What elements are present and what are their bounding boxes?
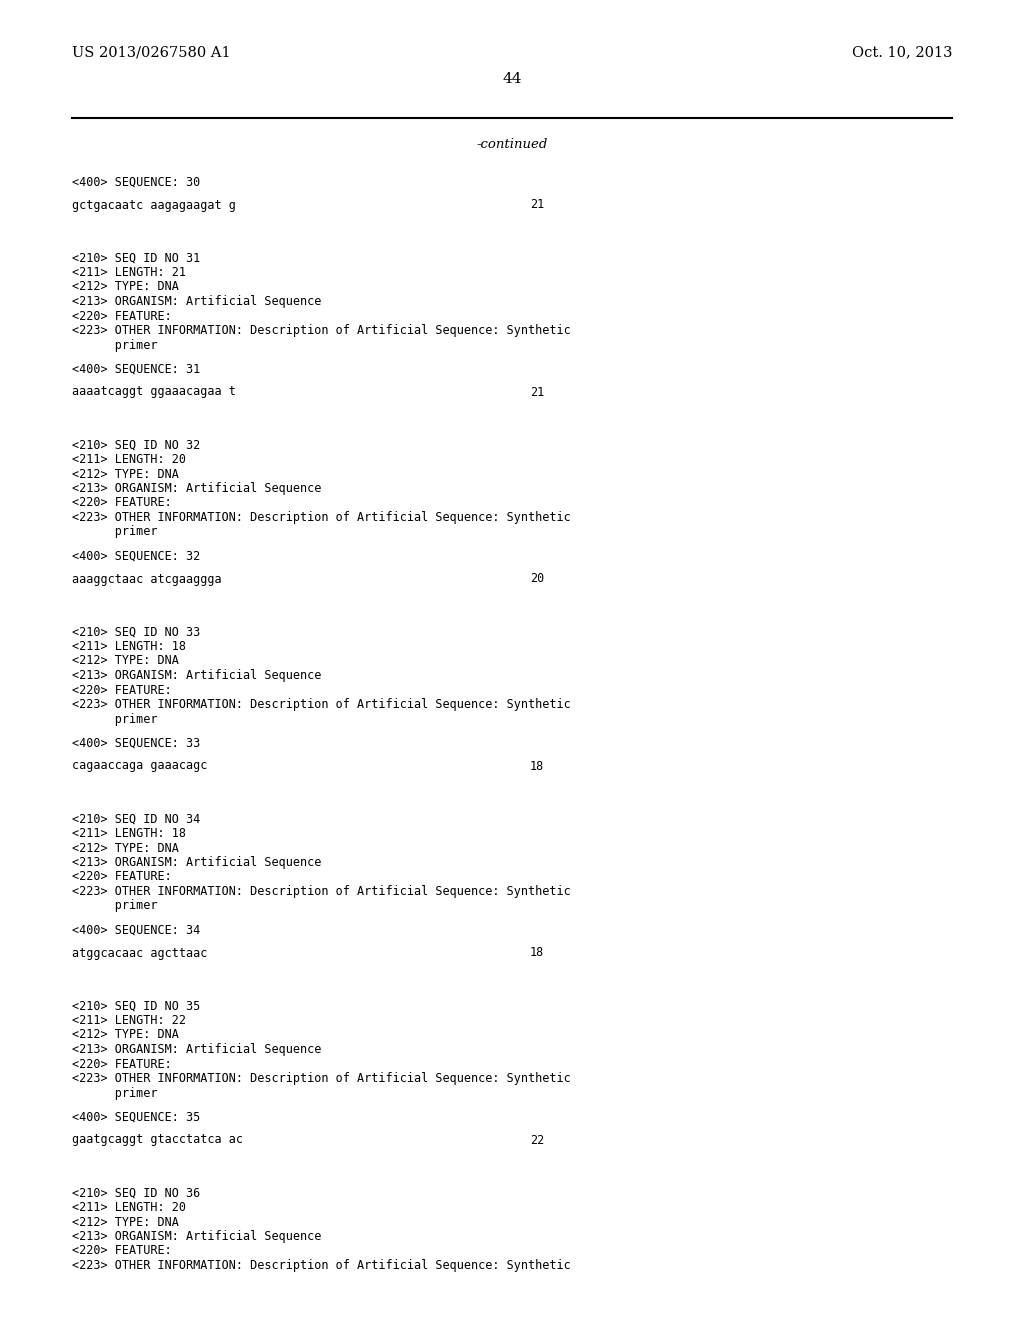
Text: cagaaccaga gaaacagc: cagaaccaga gaaacagc [72,759,208,772]
Text: <212> TYPE: DNA: <212> TYPE: DNA [72,842,179,854]
Text: <212> TYPE: DNA: <212> TYPE: DNA [72,467,179,480]
Text: <211> LENGTH: 20: <211> LENGTH: 20 [72,453,186,466]
Text: <220> FEATURE:: <220> FEATURE: [72,870,172,883]
Text: primer: primer [72,338,158,351]
Text: <211> LENGTH: 22: <211> LENGTH: 22 [72,1014,186,1027]
Text: <210> SEQ ID NO 34: <210> SEQ ID NO 34 [72,813,201,825]
Text: <211> LENGTH: 21: <211> LENGTH: 21 [72,267,186,279]
Text: 21: 21 [530,198,544,211]
Text: 21: 21 [530,385,544,399]
Text: <400> SEQUENCE: 31: <400> SEQUENCE: 31 [72,363,201,376]
Text: gaatgcaggt gtacctatca ac: gaatgcaggt gtacctatca ac [72,1134,243,1147]
Text: <400> SEQUENCE: 34: <400> SEQUENCE: 34 [72,924,201,937]
Text: <212> TYPE: DNA: <212> TYPE: DNA [72,1216,179,1229]
Text: <220> FEATURE:: <220> FEATURE: [72,1057,172,1071]
Text: <400> SEQUENCE: 35: <400> SEQUENCE: 35 [72,1111,201,1125]
Text: primer: primer [72,713,158,726]
Text: <223> OTHER INFORMATION: Description of Artificial Sequence: Synthetic: <223> OTHER INFORMATION: Description of … [72,1259,570,1272]
Text: <212> TYPE: DNA: <212> TYPE: DNA [72,655,179,668]
Text: <213> ORGANISM: Artificial Sequence: <213> ORGANISM: Artificial Sequence [72,1230,322,1243]
Text: primer: primer [72,525,158,539]
Text: <211> LENGTH: 18: <211> LENGTH: 18 [72,640,186,653]
Text: <210> SEQ ID NO 31: <210> SEQ ID NO 31 [72,252,201,264]
Text: <210> SEQ ID NO 36: <210> SEQ ID NO 36 [72,1187,201,1200]
Text: atggcacaac agcttaac: atggcacaac agcttaac [72,946,208,960]
Text: <213> ORGANISM: Artificial Sequence: <213> ORGANISM: Artificial Sequence [72,855,322,869]
Text: <213> ORGANISM: Artificial Sequence: <213> ORGANISM: Artificial Sequence [72,669,322,682]
Text: <220> FEATURE:: <220> FEATURE: [72,309,172,322]
Text: 20: 20 [530,573,544,586]
Text: <223> OTHER INFORMATION: Description of Artificial Sequence: Synthetic: <223> OTHER INFORMATION: Description of … [72,698,570,711]
Text: <211> LENGTH: 18: <211> LENGTH: 18 [72,828,186,840]
Text: <223> OTHER INFORMATION: Description of Artificial Sequence: Synthetic: <223> OTHER INFORMATION: Description of … [72,1072,570,1085]
Text: 18: 18 [530,759,544,772]
Text: <223> OTHER INFORMATION: Description of Artificial Sequence: Synthetic: <223> OTHER INFORMATION: Description of … [72,884,570,898]
Text: gctgacaatc aagagaagat g: gctgacaatc aagagaagat g [72,198,236,211]
Text: <223> OTHER INFORMATION: Description of Artificial Sequence: Synthetic: <223> OTHER INFORMATION: Description of … [72,511,570,524]
Text: aaaggctaac atcgaaggga: aaaggctaac atcgaaggga [72,573,221,586]
Text: <211> LENGTH: 20: <211> LENGTH: 20 [72,1201,186,1214]
Text: <223> OTHER INFORMATION: Description of Artificial Sequence: Synthetic: <223> OTHER INFORMATION: Description of … [72,323,570,337]
Text: <220> FEATURE:: <220> FEATURE: [72,1245,172,1258]
Text: Oct. 10, 2013: Oct. 10, 2013 [852,45,952,59]
Text: primer: primer [72,899,158,912]
Text: -continued: -continued [476,139,548,150]
Text: <212> TYPE: DNA: <212> TYPE: DNA [72,1028,179,1041]
Text: <400> SEQUENCE: 30: <400> SEQUENCE: 30 [72,176,201,189]
Text: <212> TYPE: DNA: <212> TYPE: DNA [72,281,179,293]
Text: 18: 18 [530,946,544,960]
Text: primer: primer [72,1086,158,1100]
Text: <213> ORGANISM: Artificial Sequence: <213> ORGANISM: Artificial Sequence [72,1043,322,1056]
Text: <220> FEATURE:: <220> FEATURE: [72,496,172,510]
Text: <400> SEQUENCE: 32: <400> SEQUENCE: 32 [72,550,201,564]
Text: <220> FEATURE:: <220> FEATURE: [72,684,172,697]
Text: <400> SEQUENCE: 33: <400> SEQUENCE: 33 [72,737,201,750]
Text: <213> ORGANISM: Artificial Sequence: <213> ORGANISM: Artificial Sequence [72,482,322,495]
Text: aaaatcaggt ggaaacagaa t: aaaatcaggt ggaaacagaa t [72,385,236,399]
Text: <213> ORGANISM: Artificial Sequence: <213> ORGANISM: Artificial Sequence [72,294,322,308]
Text: US 2013/0267580 A1: US 2013/0267580 A1 [72,45,230,59]
Text: 22: 22 [530,1134,544,1147]
Text: 44: 44 [502,73,522,86]
Text: <210> SEQ ID NO 33: <210> SEQ ID NO 33 [72,626,201,639]
Text: <210> SEQ ID NO 32: <210> SEQ ID NO 32 [72,438,201,451]
Text: <210> SEQ ID NO 35: <210> SEQ ID NO 35 [72,999,201,1012]
